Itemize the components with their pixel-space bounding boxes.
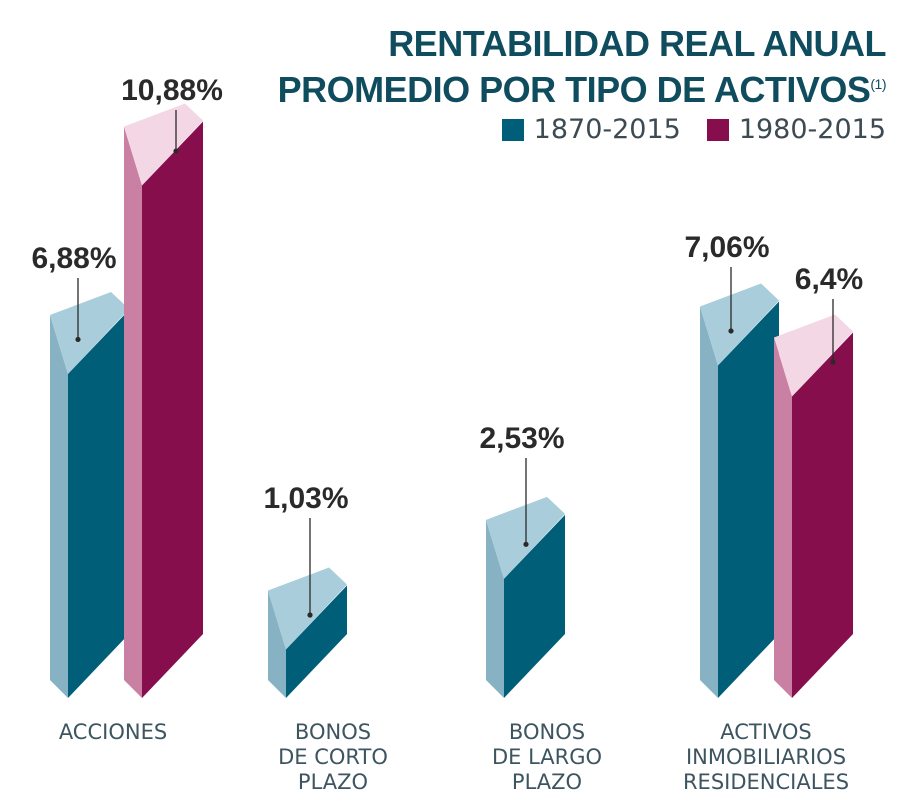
category-label-3-2: RESIDENCIALES xyxy=(683,770,849,794)
bar-side-1870-2015-0 xyxy=(50,314,68,698)
value-label-1870-2015-3: 7,06% xyxy=(684,231,769,264)
leader-dot-1870-2015-2 xyxy=(523,541,529,547)
bar-side-1870-2015-3 xyxy=(700,306,718,698)
bar-front-1980-2015-3 xyxy=(792,332,853,698)
category-label-2-1: DE LARGO xyxy=(492,745,602,769)
leader-dot-1870-2015-1 xyxy=(307,612,313,618)
bar-side-1870-2015-2 xyxy=(486,519,504,698)
chart-title-text-2: PROMEDIO POR TIPO DE ACTIVOS xyxy=(277,69,871,110)
bar-side-1980-2015-0 xyxy=(124,126,142,698)
chart-title-line-2: PROMEDIO POR TIPO DE ACTIVOS(1) xyxy=(277,64,887,110)
legend-label-1870-2015: 1870-2015 xyxy=(533,114,681,145)
category-label-1-0: BONOS xyxy=(295,720,371,744)
category-label-0-0: ACCIONES xyxy=(59,720,167,744)
legend-swatch-1980-2015 xyxy=(706,118,729,141)
bar-front-1870-2015-3 xyxy=(718,301,779,698)
category-label-1-1: DE CORTO xyxy=(278,745,388,769)
bar-top-1980-2015-0 xyxy=(124,103,203,186)
bar-side-1870-2015-1 xyxy=(268,590,286,698)
category-label-2-2: PLAZO xyxy=(512,770,582,794)
category-label-3-1: INMOBILIARIOS xyxy=(686,745,846,769)
value-label-1980-2015-0: 10,88% xyxy=(121,74,223,107)
leader-dot-1870-2015-0 xyxy=(75,336,81,343)
category-label-2-0: BONOS xyxy=(509,720,585,744)
chart-title-line-1: RENTABILIDAD REAL ANUAL xyxy=(388,23,886,64)
legend-swatch-1870-2015 xyxy=(501,118,524,141)
bar-top-1870-2015-3 xyxy=(700,283,779,366)
legend-item-1980-2015: 1980-2015 xyxy=(706,114,886,145)
legend-item-1870-2015: 1870-2015 xyxy=(501,114,681,145)
bar-front-1870-2015-1 xyxy=(286,585,347,698)
value-label-1870-2015-0: 6,88% xyxy=(31,242,116,275)
category-label-1-2: PLAZO xyxy=(298,770,368,794)
leader-dot-1870-2015-3 xyxy=(728,328,734,334)
value-label-1980-2015-3: 6,4% xyxy=(795,263,863,296)
value-label-1870-2015-1: 1,03% xyxy=(263,482,348,515)
bar-side-1980-2015-3 xyxy=(774,337,792,698)
bar-top-1870-2015-0 xyxy=(50,291,129,374)
legend-label-1980-2015: 1980-2015 xyxy=(738,114,886,145)
footnote-marker: (1) xyxy=(870,76,886,92)
leader-dot-1980-2015-0 xyxy=(173,148,179,154)
value-label-1870-2015-2: 2,53% xyxy=(479,422,564,455)
bar-front-1870-2015-2 xyxy=(504,514,565,698)
bar-front-1870-2015-0 xyxy=(68,309,129,698)
bar-top-1870-2015-1 xyxy=(268,567,347,650)
category-label-3-0: ACTIVOS xyxy=(720,720,812,744)
bar-front-1980-2015-0 xyxy=(142,121,203,698)
leader-dot-1980-2015-3 xyxy=(830,359,836,365)
legend: 1870-2015 1980-2015 xyxy=(501,114,886,145)
chart-header: RENTABILIDAD REAL ANUAL PROMEDIO POR TIP… xyxy=(277,23,887,110)
